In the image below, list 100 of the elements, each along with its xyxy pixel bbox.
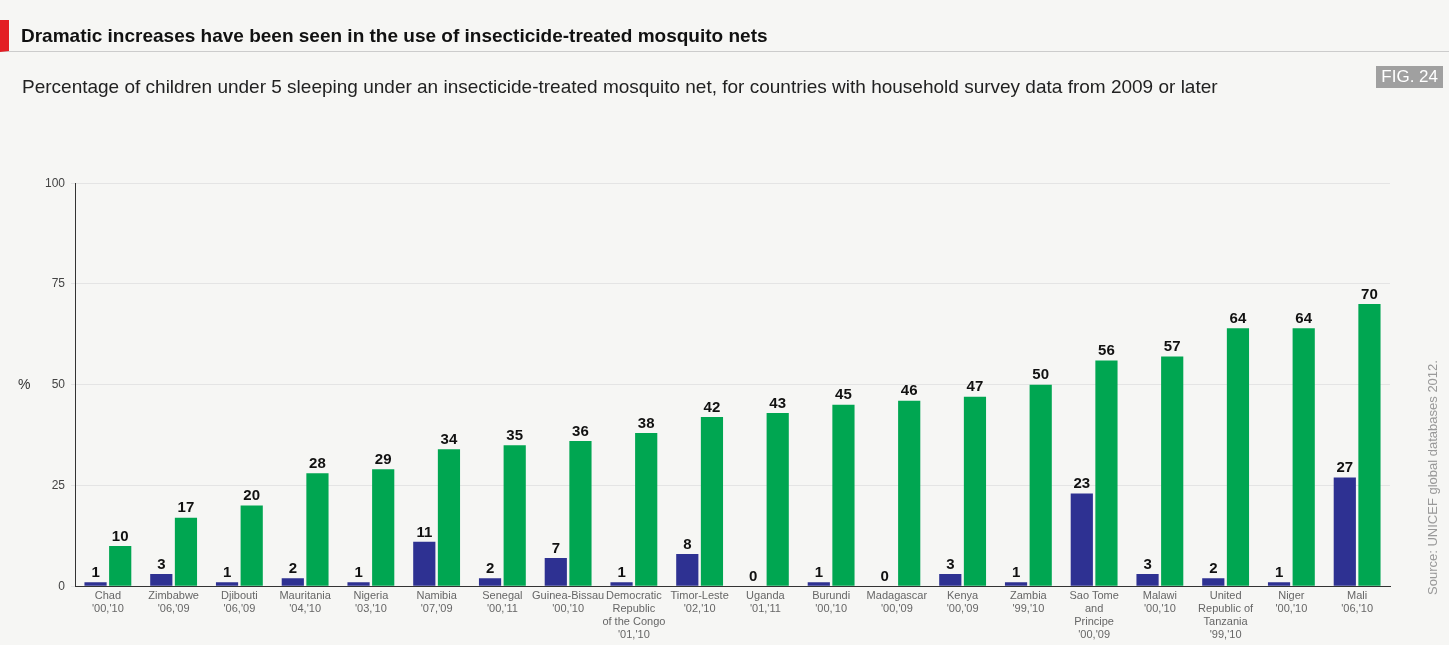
bar [1292,328,1315,586]
bar [635,433,658,586]
data-label: 0 [748,566,758,584]
bar [1136,574,1159,586]
x-tick-label: Zambia '99,'10 [1010,588,1048,615]
data-label: 2 [485,558,495,576]
y-tick-label: 50 [51,377,66,392]
data-label: 7 [551,538,560,556]
data-label: 2 [288,558,297,576]
data-label: 23 [1073,474,1091,492]
data-label: 8 [683,534,692,552]
bar [240,505,263,586]
data-label: 1 [617,562,626,580]
bar [1004,582,1028,586]
bar [109,545,132,586]
x-tick-label: Zimbabwe '06,'09 [148,588,199,615]
y-tick-label: 75 [51,276,66,291]
bar [1161,356,1184,586]
bar [1226,328,1250,586]
x-tick-label: Niger '00,'10 [1275,588,1308,615]
bar [1333,477,1356,586]
bar [372,469,395,586]
x-tick-label: Timor-Leste '02,'10 [670,588,729,615]
data-label: 28 [309,454,326,471]
x-tick-label: Sao Tome and Principe '00,'09 [1069,588,1119,641]
bar [1267,582,1291,586]
x-tick-label: Burundi '00,'10 [812,588,851,615]
x-tick-label: Madagascar '00,'09 [866,588,928,615]
bar [807,582,830,586]
bar [1358,304,1381,586]
bar [1202,578,1225,586]
bar [569,441,592,586]
data-label: 0 [880,566,889,584]
data-label: 47 [966,377,984,395]
chart-subtitle: Percentage of children under 5 sleeping under an insecticide-treated mosquito net, for countries with household survey data from 2009 or later [22,76,1218,98]
data-label: 27 [1336,458,1354,476]
data-label: 3 [946,554,955,572]
data-label: 1 [354,562,363,580]
data-label: 10 [111,526,129,544]
data-label: 3 [157,554,166,572]
bar [610,582,633,586]
x-tick-label: Kenya '00,'09 [946,588,980,615]
x-tick-label: Chad '00,'10 [92,588,124,615]
x-tick-label: Malawi '00,'10 [1142,588,1177,615]
bar [832,404,855,586]
data-label: 11 [416,522,433,540]
data-label: 1 [222,562,232,580]
data-label: 1 [1274,562,1284,580]
x-tick-label: Senegal '00,'11 [482,588,523,615]
bar [306,473,329,586]
y-tick-label: 25 [51,477,66,492]
bar [1029,384,1052,586]
bar [215,582,239,586]
data-label: 36 [572,421,589,439]
bar [347,582,370,586]
data-label: 56 [1098,341,1115,359]
x-tick-label: Mauritania '04,'10 [279,588,332,615]
y-tick-label: 0 [58,578,66,593]
data-label: 46 [900,381,918,399]
source-note: Source: UNICEF global databases 2012. [1424,359,1440,597]
y-axis-title: % [18,375,31,392]
data-label: 34 [440,429,458,447]
y-tick-label: 100 [44,175,66,190]
data-label: 45 [835,385,852,403]
data-label: 70 [1361,284,1378,302]
bar [1095,360,1118,586]
bar [174,517,198,586]
caption: FIG. 24 [1376,66,1443,88]
x-tick-label: Namibia '07,'09 [416,588,458,615]
data-label: 35 [506,425,524,443]
data-label: 1 [91,562,100,580]
x-tick-label: Mali '06,'10 [1341,588,1373,615]
data-label: 20 [243,486,261,504]
bar [939,574,962,586]
data-label: 43 [769,393,787,411]
x-tick-label: Uganda '01,'11 [746,588,786,615]
bar [281,578,304,586]
bar [413,541,436,586]
data-label: 17 [177,498,195,516]
data-label: 29 [374,449,392,467]
bar [503,445,526,586]
x-tick-label: Djibouti '06,'09 [221,588,258,615]
bar [676,553,699,586]
bar [544,557,567,586]
bar [898,400,921,586]
bar [700,416,724,586]
bar [1070,493,1093,586]
data-label: 57 [1163,337,1181,355]
bar [766,412,789,586]
x-tick-label: United Republic of Tanzania '99,'10 [1198,588,1255,641]
data-label: 1 [814,562,823,580]
chart-title: Dramatic increases have been seen in the use of insecticide-treated mosquito nets [0,20,1449,52]
data-label: 2 [1209,558,1218,576]
x-tick-label: Nigeria '03,'10 [353,588,390,615]
bar [437,449,461,586]
data-label: 1 [1011,562,1021,580]
data-label: 50 [1032,365,1050,383]
data-label: 42 [703,397,721,415]
data-label: 3 [1143,554,1152,572]
bar [150,574,173,586]
